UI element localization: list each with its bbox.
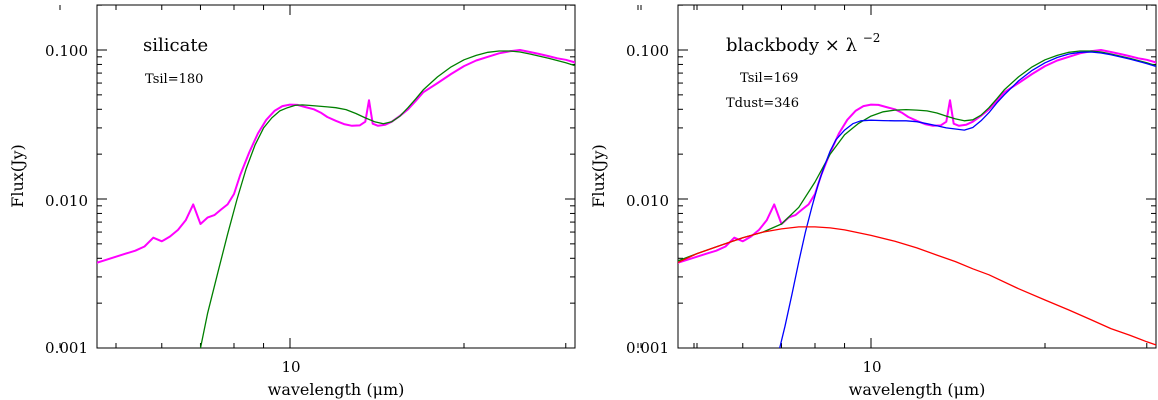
annotation-tsil: Tsil=180 xyxy=(145,72,203,87)
panel-label-text: blackbody × λ xyxy=(726,35,857,56)
axis-ticks xyxy=(640,4,1156,349)
panel-label-blackbody: blackbody × λ −2 xyxy=(726,31,880,56)
y-tick-label-0.100: 0.100 xyxy=(45,42,88,60)
plot-frame xyxy=(677,4,1157,349)
y-tick-label-0.010: 0.010 xyxy=(45,192,88,210)
series-line-0 xyxy=(678,49,1156,264)
series-line-2 xyxy=(779,51,1156,348)
plot-frame xyxy=(96,4,576,349)
series-layer xyxy=(97,49,575,348)
series-line-1 xyxy=(678,50,1156,262)
chart-panel-silicate: 0.100 0.010 0.001 10 wavelength (μm) Flu… xyxy=(8,4,695,399)
series-line-3 xyxy=(678,226,1156,346)
y-tick-label-0.001: 0.001 xyxy=(45,339,88,357)
annotation-tdust: Tdust=346 xyxy=(726,96,799,111)
y-axis-title: Flux(Jy) xyxy=(8,144,27,207)
x-axis-title: wavelength (μm) xyxy=(268,380,405,399)
y-tick-label-0.001: 0.001 xyxy=(626,339,669,357)
x-axis-title: wavelength (μm) xyxy=(849,380,986,399)
series-line-1 xyxy=(199,50,575,348)
annotation-tsil: Tsil=169 xyxy=(740,71,798,86)
x-tick-label-10: 10 xyxy=(281,358,300,376)
panel-label-exponent: −2 xyxy=(863,31,881,45)
y-axis-title: Flux(Jy) xyxy=(589,144,608,207)
y-tick-label-0.010: 0.010 xyxy=(626,192,669,210)
series-line-0 xyxy=(97,49,575,264)
axis-ticks xyxy=(59,4,695,349)
series-layer xyxy=(678,49,1156,348)
panel-label-silicate: silicate xyxy=(143,35,208,56)
y-tick-label-0.100: 0.100 xyxy=(626,42,669,60)
x-tick-label-10: 10 xyxy=(862,358,881,376)
chart-panel-blackbody: 0.100 0.010 0.001 10 wavelength (μm) Flu… xyxy=(589,4,1157,399)
